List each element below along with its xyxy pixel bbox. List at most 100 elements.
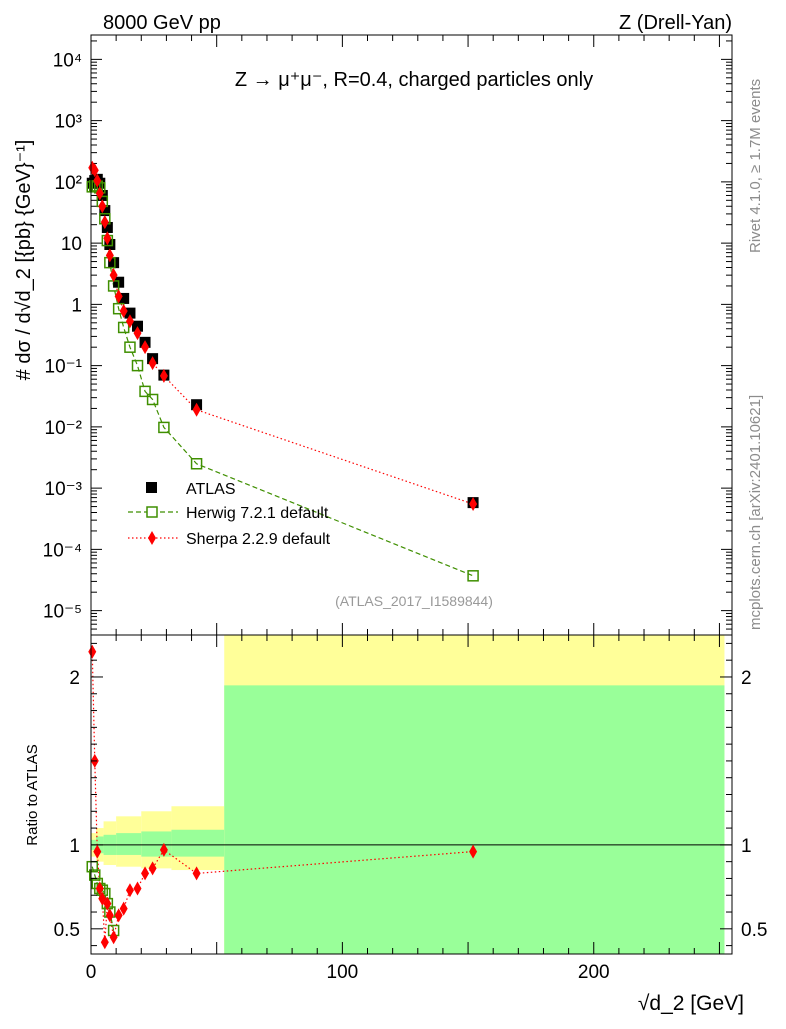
x-axis-label: √d_2 [GeV] xyxy=(638,992,744,1015)
side-label-mcplots: mcplots.cern.ch [arXiv:2401.10621] xyxy=(747,395,764,630)
herwig-point xyxy=(124,341,136,353)
sherpa-point xyxy=(141,340,150,355)
ratio-sherpa-point xyxy=(103,896,112,911)
ratio-uncertainty-bands xyxy=(91,635,725,954)
sherpa-point xyxy=(114,289,123,304)
ratio-sherpa-point xyxy=(119,901,128,916)
sherpa-point xyxy=(192,402,201,417)
legend-label-atlas: ATLAS xyxy=(186,481,236,498)
atlas-point xyxy=(99,205,111,217)
herwig-point xyxy=(139,385,151,398)
ratio-panel: 0 100 200 0.5 0.5 1 1 2 2 Ratio to ATLAS √d_2 [G… xyxy=(24,634,768,1015)
ratio-y-tick-label-left: 2 xyxy=(69,668,80,689)
ratio-sherpa-point xyxy=(125,883,134,898)
main-y-tick-label: 10⁻³ xyxy=(45,479,83,500)
ratio-sherpa-point xyxy=(114,908,123,923)
ratio-y-tick-label-left: 1 xyxy=(69,836,80,857)
atlas-point xyxy=(124,307,136,319)
atlas-point xyxy=(104,238,116,250)
herwig-point xyxy=(131,359,144,372)
legend-entry-herwig: Herwig 7.2.1 default xyxy=(128,505,329,522)
legend-marker-herwig xyxy=(146,506,158,518)
ratio-frame xyxy=(90,634,733,955)
main-y-tick-label: 10³ xyxy=(55,112,82,133)
main-panel: 10⁴ 10³ 10² 10 1 10⁻¹ 10⁻² 10⁻³ 10⁻⁴ 10⁻⁵ Z → μ⁺μ… xyxy=(13,34,733,636)
ratio-sherpa-point xyxy=(93,844,102,859)
ratio-sherpa-point xyxy=(192,866,201,881)
sherpa-point xyxy=(109,268,118,283)
ratio-y-tick-label-left: 0.5 xyxy=(54,920,80,941)
main-y-tick-label: 10⁻⁴ xyxy=(43,540,82,561)
ratio-sherpa-point xyxy=(133,881,142,896)
ratio-series-layer xyxy=(86,644,478,950)
sherpa-point xyxy=(119,303,128,318)
ratio-sherpa-point xyxy=(105,908,114,923)
sherpa-point xyxy=(100,215,109,230)
atlas-point xyxy=(108,257,120,269)
sherpa-point xyxy=(159,368,168,383)
analysis-watermark: (ATLAS_2017_I1589844) xyxy=(335,593,493,609)
sherpa-point xyxy=(125,314,134,329)
sherpa-point xyxy=(90,163,99,178)
ratio-sherpa-point xyxy=(469,844,478,859)
ratio-y-tick-label-right: 2 xyxy=(741,668,752,689)
ratio-band-inner xyxy=(141,831,172,857)
ratio-y-tick-label-right: 1 xyxy=(741,836,752,857)
ratio-y-axis-label: Ratio to ATLAS xyxy=(24,744,41,845)
sherpa-point xyxy=(148,356,157,371)
main-y-tick-label: 10² xyxy=(55,173,82,194)
herwig-point xyxy=(190,458,203,470)
atlas-point xyxy=(101,221,113,233)
main-axis-ticks xyxy=(90,35,732,636)
legend-label-sherpa: Sherpa 2.2.9 default xyxy=(186,531,331,548)
main-y-tick-label: 1 xyxy=(71,295,82,316)
header-left-label: 8000 GeV pp xyxy=(103,12,221,34)
ratio-band-inner xyxy=(224,685,725,954)
ratio-sherpa-point xyxy=(109,930,118,945)
herwig-point xyxy=(146,393,159,406)
ratio-sherpa-point xyxy=(88,644,97,659)
atlas-point xyxy=(118,292,130,304)
ratio-axis-ticks xyxy=(90,635,732,954)
ratio-sherpa-point xyxy=(141,866,150,881)
ratio-herwig-point xyxy=(89,869,101,881)
main-y-tick-label: 10 xyxy=(61,234,82,255)
main-series-layer xyxy=(86,160,479,582)
ratio-sherpa-point xyxy=(95,881,104,896)
sherpa-point xyxy=(98,199,107,214)
legend-marker-sherpa xyxy=(148,531,156,545)
herwig-point xyxy=(117,321,130,334)
side-label-rivet: Rivet 4.1.0, ≥ 1.7M events xyxy=(747,79,764,253)
sherpa-point xyxy=(105,248,114,263)
ratio-y-tick-label-right: 0.5 xyxy=(741,920,767,941)
legend-entry-sherpa: Sherpa 2.2.9 default xyxy=(128,531,331,548)
ratio-band-inner xyxy=(171,829,225,857)
ratio-x-tick-label: 0 xyxy=(86,962,97,983)
legend-label-herwig: Herwig 7.2.1 default xyxy=(186,505,329,522)
herwig-point xyxy=(158,421,170,434)
ratio-tick-labels: 0 100 200 0.5 0.5 1 1 2 2 xyxy=(54,668,768,983)
sherpa-point xyxy=(103,231,112,246)
ratio-sherpa-point xyxy=(159,842,168,857)
legend: ATLAS Herwig 7.2.1 default Sherpa 2.2.9 … xyxy=(128,481,331,548)
sherpa-line xyxy=(91,167,474,505)
main-y-tick-label: 10⁻⁵ xyxy=(43,602,82,623)
main-y-tick-label: 10⁻¹ xyxy=(45,357,83,378)
main-y-tick-labels: 10⁴ 10³ 10² 10 1 10⁻¹ 10⁻² 10⁻³ 10⁻⁴ 10⁻⁵ xyxy=(43,50,82,622)
main-title: Z → μ⁺μ⁻, R=0.4, charged particles only xyxy=(235,69,593,91)
legend-entry-atlas: ATLAS xyxy=(146,481,236,498)
ratio-sherpa-point xyxy=(100,935,109,950)
header-right-label: Z (Drell-Yan) xyxy=(619,12,732,34)
sherpa-point xyxy=(469,497,478,512)
legend-marker-atlas xyxy=(146,482,157,493)
main-y-tick-label: 10⁴ xyxy=(53,50,82,71)
ratio-band-inner xyxy=(116,833,142,855)
main-y-tick-label: 10⁻² xyxy=(45,418,83,439)
ratio-x-tick-label: 100 xyxy=(327,962,359,983)
sherpa-point xyxy=(95,186,104,201)
main-y-axis-label: # dσ / d√d_2 [{pb} {GeV}⁻¹] xyxy=(13,140,35,381)
sherpa-point xyxy=(133,326,142,341)
herwig-point xyxy=(467,570,479,582)
herwig-point xyxy=(107,280,120,292)
